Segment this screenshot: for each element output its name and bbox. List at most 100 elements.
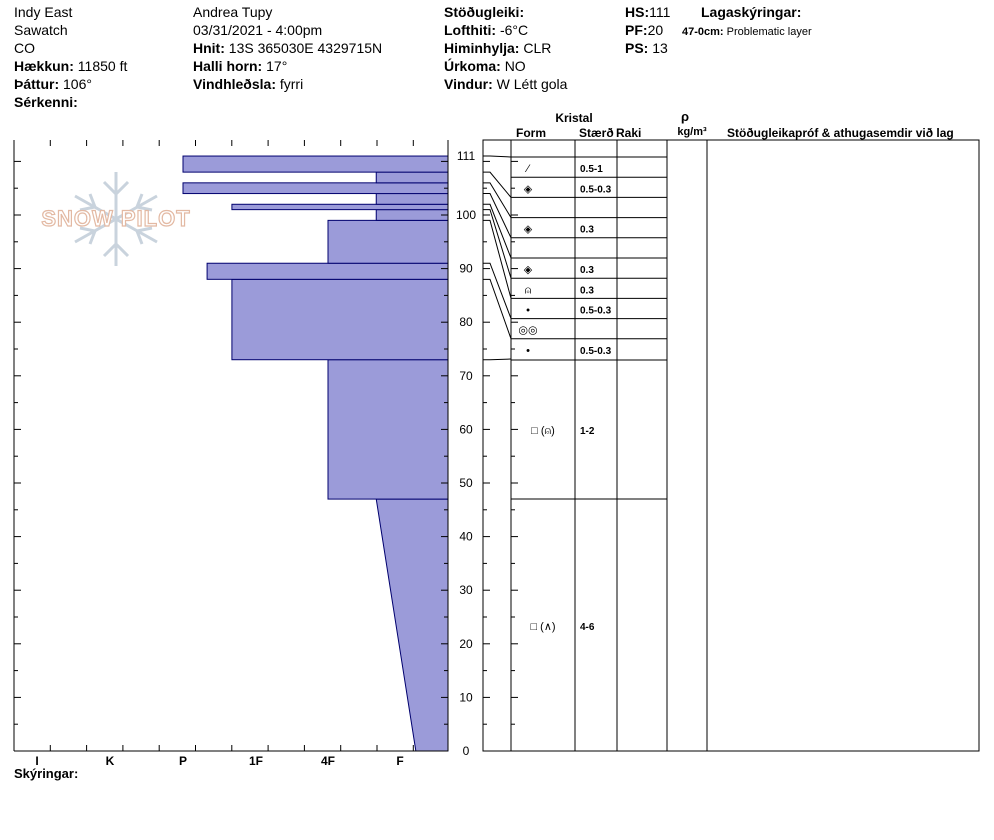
- wind-loading-row: Vindhleðsla: fyrri: [193, 75, 382, 93]
- state: CO: [14, 40, 35, 56]
- hardness-layer-bar: [327, 219, 449, 264]
- aspect-value: 106°: [63, 76, 92, 92]
- header-col1: Indy East Sawatch CO Hækkun: 11850 ft Þá…: [14, 3, 127, 111]
- hs-value: 111: [649, 4, 671, 20]
- layer-connector: [483, 171, 512, 198]
- wind-label: Vindur:: [444, 76, 493, 92]
- hardness-layer-bar: [327, 359, 449, 500]
- precip-label: Úrkoma:: [444, 58, 501, 74]
- crystal-size: 0.5-0.3: [580, 346, 612, 357]
- coords-value: 13S 365030E 4329715N: [228, 40, 383, 56]
- comments-header: Stöðugleikapróf & athugasemdir við lag: [727, 126, 954, 140]
- precip-row: Úrkoma: NO: [444, 57, 567, 75]
- crystal-form-symbol: □ (⍝): [531, 425, 555, 437]
- crystal-form-symbol: ◈: [524, 183, 533, 195]
- form-header: Form: [516, 126, 546, 140]
- layer-connector: [483, 219, 512, 299]
- observer-name: Andrea Tupy: [193, 4, 273, 20]
- hardness-layer-bar: [375, 209, 449, 221]
- depth-tick-label: 111: [457, 149, 476, 163]
- ps-label: PS:: [625, 40, 649, 56]
- crystal-form-symbol: ⍝: [525, 284, 532, 296]
- pf-value: 20: [647, 22, 664, 38]
- density-symbol: ρ: [681, 109, 689, 124]
- depth-tick-label: 10: [459, 690, 473, 704]
- layer-connector: [483, 193, 512, 239]
- stability-label: Stöðugleiki:: [444, 4, 525, 20]
- observation-datetime: 03/31/2021 - 4:00pm: [193, 22, 323, 38]
- aspect-label: Þáttur:: [14, 76, 60, 92]
- crystal-size: 0.5-0.3: [580, 184, 612, 195]
- location-name: Indy East: [14, 4, 73, 20]
- depth-tick-label: 30: [459, 583, 473, 597]
- hardness-gradient-layer: [375, 498, 449, 752]
- wind-loading-value: fyrri: [279, 76, 304, 92]
- slope-row: Halli horn: 17°: [193, 57, 382, 75]
- hardness-tick-label: 4F: [321, 754, 335, 768]
- features-row: Sérkenni:: [14, 93, 127, 111]
- depth-tick-label: 50: [459, 476, 473, 490]
- watermark-text: SNOW PILOT: [41, 206, 190, 231]
- stability-row: Stöðugleiki:: [444, 3, 567, 21]
- hardness-layer-bar: [231, 278, 449, 361]
- snowflake-icon: [74, 172, 158, 266]
- sky-row: Himinhylja: CLR: [444, 39, 567, 57]
- layer-legend-item: 47-0cm: Problematic layer: [682, 23, 812, 41]
- precip-value: NO: [504, 58, 526, 74]
- wind-loading-label: Vindhleðsla:: [193, 76, 276, 92]
- footer-legend-label: Skýringar:: [14, 766, 78, 781]
- snowpilot-watermark: SNOW PILOT: [41, 172, 190, 266]
- pf-row: PF:20: [625, 21, 670, 39]
- crystal-size: 0.3: [580, 225, 594, 236]
- coords-row: Hnit: 13S 365030E 4329715N: [193, 39, 382, 57]
- hardness-tick-label: K: [106, 754, 115, 768]
- density-unit: kg/m³: [677, 126, 707, 138]
- hs-label: HS:: [625, 4, 650, 20]
- crystal-size: 0.5-0.3: [580, 306, 612, 317]
- depth-tick-label: 40: [459, 530, 473, 544]
- hardness-tick-label: P: [179, 754, 187, 768]
- air-temp-value: -6°C: [499, 22, 529, 38]
- depth-ticks: [14, 160, 518, 752]
- layer-legend-range: 47-0cm:: [682, 26, 724, 38]
- header-col4: HS:111 PF:20 PS: 13: [625, 3, 670, 57]
- hardness-labels: I K P 1F 4F F: [35, 754, 403, 768]
- hardness-tick-label: 1F: [249, 754, 263, 768]
- depth-tick-label: 0: [463, 744, 470, 758]
- layer-connector: [483, 182, 512, 218]
- layer-connector: [483, 358, 512, 361]
- hardness-layer-bar: [182, 182, 449, 195]
- header-col2: Andrea Tupy 03/31/2021 - 4:00pm Hnit: 13…: [193, 3, 382, 93]
- moisture-header: Raki: [616, 126, 641, 140]
- layer-connector: [483, 209, 512, 279]
- crystal-size: 0.5-1: [580, 164, 603, 175]
- depth-tick-label: 20: [459, 637, 473, 651]
- hardness-bars: [182, 155, 449, 752]
- depth-tick-label: 100: [456, 208, 476, 222]
- layer-connector: [483, 262, 512, 319]
- depth-tick-label: 70: [459, 369, 473, 383]
- crystal-size: 1-2: [580, 426, 595, 437]
- hs-row: HS:111: [625, 3, 670, 21]
- sky-value: CLR: [523, 40, 552, 56]
- depth-tick-label: 60: [459, 422, 473, 436]
- air-temp-label: Lofthiti:: [444, 22, 497, 38]
- crystal-header: Kristal: [555, 111, 592, 125]
- aspect-row: Þáttur: 106°: [14, 75, 127, 93]
- elevation-row: Hækkun: 11850 ft: [14, 57, 127, 75]
- crystal-form-symbol: •: [526, 345, 530, 357]
- coords-label: Hnit:: [193, 40, 225, 56]
- crystal-form-symbol: •: [526, 305, 530, 317]
- features-label: Sérkenni:: [14, 94, 78, 110]
- slope-label: Halli horn:: [193, 58, 263, 74]
- hardness-tick-label: F: [396, 754, 403, 768]
- layer-legend-title: Lagaskýringar:: [701, 3, 801, 21]
- ps-value: 13: [652, 40, 668, 56]
- hardness-ticks: [13, 140, 414, 751]
- crystal-form-symbol: ◈: [524, 264, 533, 276]
- hardness-layer-bar: [206, 262, 449, 280]
- depth-tick-label: 90: [459, 262, 473, 276]
- hardness-layer-bar: [375, 171, 449, 184]
- layer-legend-label: Lagaskýringar:: [701, 4, 802, 20]
